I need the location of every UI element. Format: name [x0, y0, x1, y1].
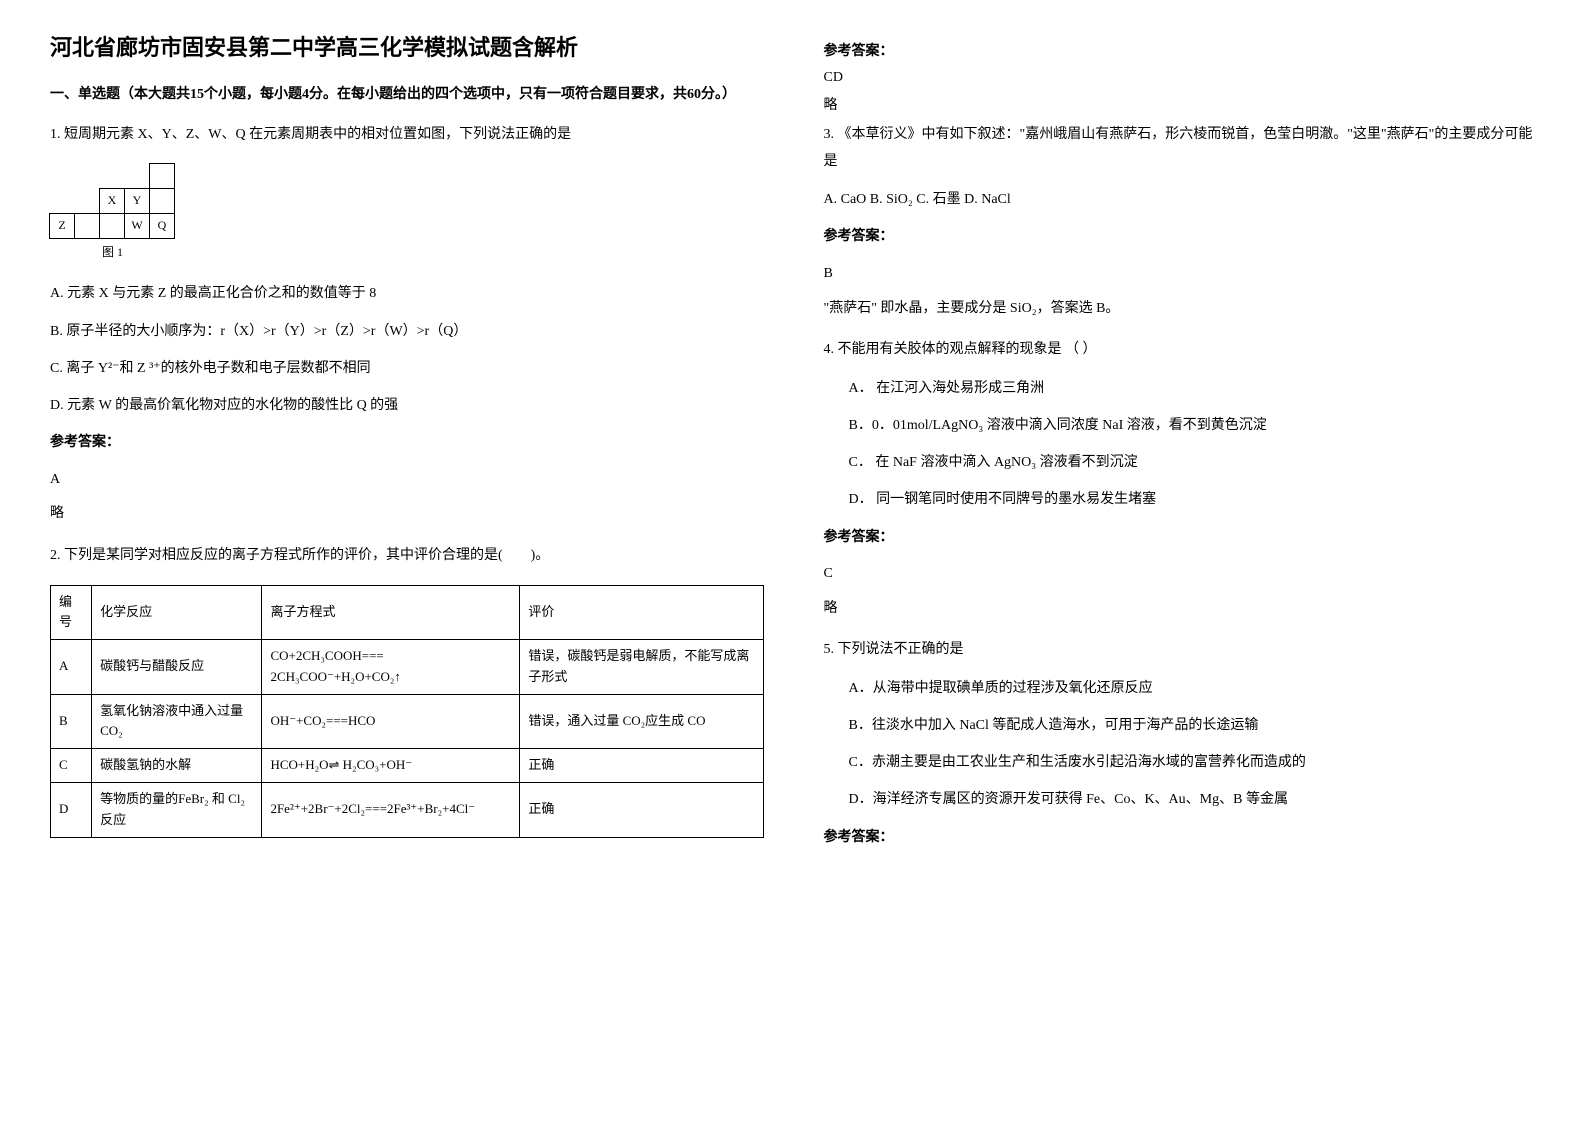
right-column: 参考答案： CD 略 3. 《本草衍义》中有如下叙述："嘉州峨眉山有燕萨石，形六… — [824, 30, 1538, 866]
question-3: 3. 《本草衍义》中有如下叙述："嘉州峨眉山有燕萨石，形六棱而锐首，色莹白明澈。… — [824, 122, 1538, 322]
cell: CO+2CH₃COOH=== 2CH₃COO⁻+H₂O+CO₂↑ — [262, 640, 520, 695]
q3-explanation: "燕萨石" 即水晶，主要成分是 SiO₂，答案选 B。 — [824, 296, 1538, 323]
cell: 正确 — [520, 783, 763, 838]
q4-text: 4. 不能用有关胶体的观点解释的现象是 （ ） — [824, 337, 1538, 364]
q3-answer-label: 参考答案： — [824, 224, 1538, 251]
cell-z: Z — [49, 213, 75, 239]
cell — [149, 188, 175, 214]
cell: D — [51, 783, 92, 838]
diagram-row-2: X Y — [50, 189, 175, 214]
cell: 碳酸钙与醋酸反应 — [92, 640, 262, 695]
q4-option-d: D． 同一钢笔同时使用不同牌号的墨水易发生堵塞 — [824, 487, 1538, 512]
cell: HCO+H₂O⇌ H₂CO₃+OH⁻ — [262, 749, 520, 783]
diagram-label: 图 1 — [50, 241, 175, 264]
cell-empty — [74, 163, 100, 189]
q2-text: 2. 下列是某同学对相应反应的离子方程式所作的评价，其中评价合理的是( )。 — [50, 543, 764, 570]
q4-option-a: A． 在江河入海处易形成三角洲 — [824, 376, 1538, 401]
q2-answer-label: 参考答案： — [824, 40, 1538, 60]
q4-option-b: B．0．01mol/LAgNO₃ 溶液中滴入同浓度 NaI 溶液，看不到黄色沉淀 — [824, 413, 1538, 438]
cell-q: Q — [149, 213, 175, 239]
cell — [149, 163, 175, 189]
q1-option-c: C. 离子 Y²⁻和 Z ³⁺的核外电子数和电子层数都不相同 — [50, 356, 764, 381]
cell: B — [51, 694, 92, 749]
q1-option-d: D. 元素 W 的最高价氧化物对应的水化物的酸性比 Q 的强 — [50, 393, 764, 418]
q5-option-d: D．海洋经济专属区的资源开发可获得 Fe、Co、K、Au、Mg、B 等金属 — [824, 787, 1538, 812]
cell: 2Fe²⁺+2Br⁻+2Cl₂===2Fe³⁺+Br₂+4Cl⁻ — [262, 783, 520, 838]
cell: 氢氧化钠溶液中通入过量 CO₂ — [92, 694, 262, 749]
cell — [74, 213, 100, 239]
cell-empty — [49, 163, 75, 189]
table-row: B 氢氧化钠溶液中通入过量 CO₂ OH⁻+CO₂===HCO 错误，通入过量 … — [51, 694, 764, 749]
th-num: 编号 — [51, 585, 92, 640]
cell-y: Y — [124, 188, 150, 214]
q1-option-b: B. 原子半径的大小顺序为：r（X）>r（Y）>r（Z）>r（W）>r（Q） — [50, 319, 764, 344]
th-reaction: 化学反应 — [92, 585, 262, 640]
cell: 错误，通入过量 CO₂应生成 CO — [520, 694, 763, 749]
th-equation: 离子方程式 — [262, 585, 520, 640]
q2-note: 略 — [824, 94, 1538, 114]
q2-answer: CD — [824, 70, 1538, 86]
cell: C — [51, 749, 92, 783]
q1-diagram: X Y Z W Q 图 1 — [50, 164, 764, 267]
cell-empty — [49, 188, 75, 214]
section-header: 一、单选题（本大题共15个小题，每小题4分。在每小题给出的四个选项中，只有一项符… — [50, 82, 764, 107]
q4-note: 略 — [824, 596, 1538, 623]
q2-table: 编号 化学反应 离子方程式 评价 A 碳酸钙与醋酸反应 CO+2CH₃COOH=… — [50, 585, 764, 838]
q3-answer: B — [824, 261, 1538, 288]
cell-empty — [74, 188, 100, 214]
reaction-table: 编号 化学反应 离子方程式 评价 A 碳酸钙与醋酸反应 CO+2CH₃COOH=… — [50, 585, 764, 838]
cell-x: X — [99, 188, 125, 214]
th-eval: 评价 — [520, 585, 763, 640]
cell: 正确 — [520, 749, 763, 783]
question-4: 4. 不能用有关胶体的观点解释的现象是 （ ） A． 在江河入海处易形成三角洲 … — [824, 337, 1538, 622]
q1-answer: A — [50, 467, 764, 494]
q5-option-c: C．赤潮主要是由工农业生产和生活废水引起沿海水域的富营养化而造成的 — [824, 750, 1538, 775]
page-title: 河北省廊坊市固安县第二中学高三化学模拟试题含解析 — [50, 30, 764, 62]
question-1: 1. 短周期元素 X、Y、Z、W、Q 在元素周期表中的相对位置如图，下列说法正确… — [50, 122, 764, 528]
cell-empty — [124, 163, 150, 189]
table-row: D 等物质的量的FeBr₂ 和 Cl₂ 反应 2Fe²⁺+2Br⁻+2Cl₂==… — [51, 783, 764, 838]
q4-option-c: C． 在 NaF 溶液中滴入 AgNO₃ 溶液看不到沉淀 — [824, 450, 1538, 475]
periodic-table-diagram: X Y Z W Q 图 1 — [50, 164, 175, 264]
q5-option-b: B．往淡水中加入 NaCl 等配成人造海水，可用于海产品的长途运输 — [824, 713, 1538, 738]
cell-w: W — [124, 213, 150, 239]
q4-answer-label: 参考答案： — [824, 525, 1538, 552]
cell: OH⁻+CO₂===HCO — [262, 694, 520, 749]
table-row: A 碳酸钙与醋酸反应 CO+2CH₃COOH=== 2CH₃COO⁻+H₂O+C… — [51, 640, 764, 695]
q3-text: 3. 《本草衍义》中有如下叙述："嘉州峨眉山有燕萨石，形六棱而锐首，色莹白明澈。… — [824, 122, 1538, 175]
cell: 错误，碳酸钙是弱电解质，不能写成离子形式 — [520, 640, 763, 695]
q1-text: 1. 短周期元素 X、Y、Z、W、Q 在元素周期表中的相对位置如图，下列说法正确… — [50, 122, 764, 149]
cell — [99, 213, 125, 239]
q5-text: 5. 下列说法不正确的是 — [824, 637, 1538, 664]
q1-note: 略 — [50, 501, 764, 528]
left-column: 河北省廊坊市固安县第二中学高三化学模拟试题含解析 一、单选题（本大题共15个小题… — [50, 30, 764, 866]
diagram-row-1 — [50, 164, 175, 189]
q5-answer-label: 参考答案： — [824, 825, 1538, 852]
cell: 等物质的量的FeBr₂ 和 Cl₂ 反应 — [92, 783, 262, 838]
q3-options: A. CaO B. SiO₂ C. 石墨 D. NaCl — [824, 187, 1538, 212]
diagram-row-3: Z W Q — [50, 214, 175, 239]
q5-option-a: A．从海带中提取碘单质的过程涉及氧化还原反应 — [824, 676, 1538, 701]
cell: 碳酸氢钠的水解 — [92, 749, 262, 783]
q1-answer-label: 参考答案： — [50, 430, 764, 457]
question-5: 5. 下列说法不正确的是 A．从海带中提取碘单质的过程涉及氧化还原反应 B．往淡… — [824, 637, 1538, 851]
q1-option-a: A. 元素 X 与元素 Z 的最高正化合价之和的数值等于 8 — [50, 281, 764, 306]
q4-answer: C — [824, 561, 1538, 588]
table-header-row: 编号 化学反应 离子方程式 评价 — [51, 585, 764, 640]
cell: A — [51, 640, 92, 695]
table-row: C 碳酸氢钠的水解 HCO+H₂O⇌ H₂CO₃+OH⁻ 正确 — [51, 749, 764, 783]
cell-empty — [99, 163, 125, 189]
question-2: 2. 下列是某同学对相应反应的离子方程式所作的评价，其中评价合理的是( )。 编… — [50, 543, 764, 838]
